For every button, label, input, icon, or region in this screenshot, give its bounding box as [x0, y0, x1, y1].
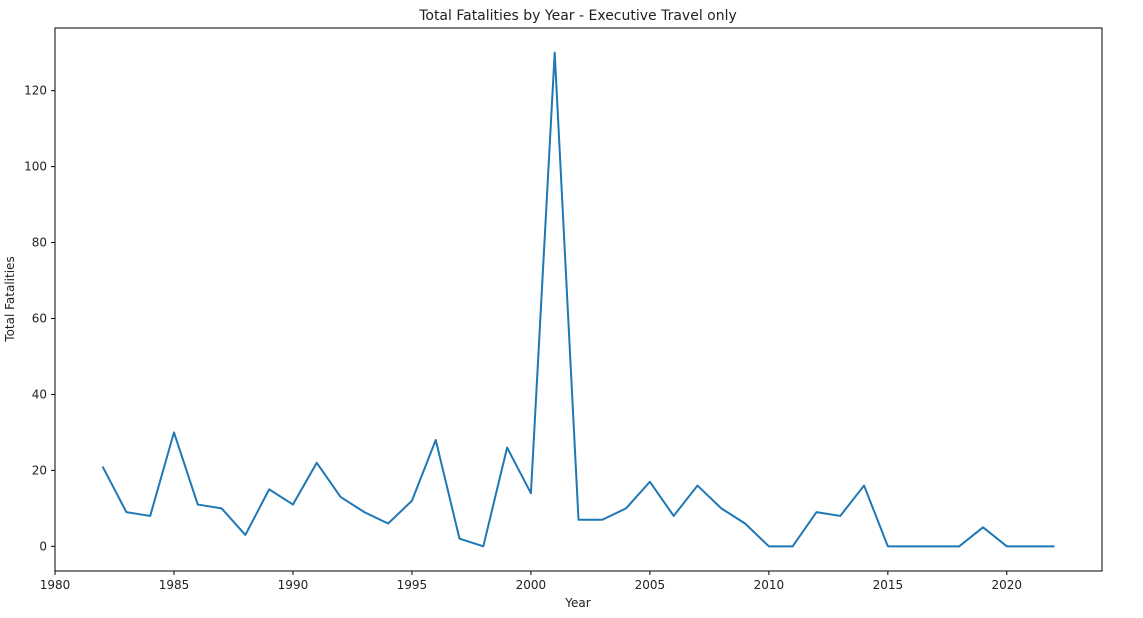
y-axis-label: Total Fatalities [3, 256, 17, 342]
plot-frame [54, 27, 1103, 572]
x-tick-label: 2020 [992, 578, 1023, 592]
y-tick-label: 60 [32, 311, 47, 325]
y-tick-label: 40 [32, 387, 47, 401]
x-axis: 1980 1985 1990 1995 2000 2005 2010 2015 2020 [40, 571, 1022, 592]
y-tick-label: 0 [39, 539, 47, 553]
x-tick-label: 2000 [516, 578, 547, 592]
x-tick-label: 2005 [635, 578, 666, 592]
y-tick-label: 100 [24, 160, 47, 174]
x-axis-label: Year [564, 596, 590, 610]
series-line [101, 51, 1055, 548]
y-tick-label: 80 [32, 236, 47, 250]
chart-title: Total Fatalities by Year - Executive Tra… [418, 8, 737, 24]
x-tick-label: 1990 [278, 578, 309, 592]
x-tick-label: 1985 [159, 578, 190, 592]
y-tick-label: 120 [24, 84, 47, 98]
y-axis: 0 20 40 60 80 100 120 [24, 84, 55, 553]
y-tick-label: 20 [32, 463, 47, 477]
x-tick-label: 2010 [754, 578, 785, 592]
series-layer [101, 51, 1055, 548]
x-tick-label: 1980 [40, 578, 71, 592]
x-tick-label: 2015 [873, 578, 904, 592]
x-tick-label: 1995 [397, 578, 428, 592]
